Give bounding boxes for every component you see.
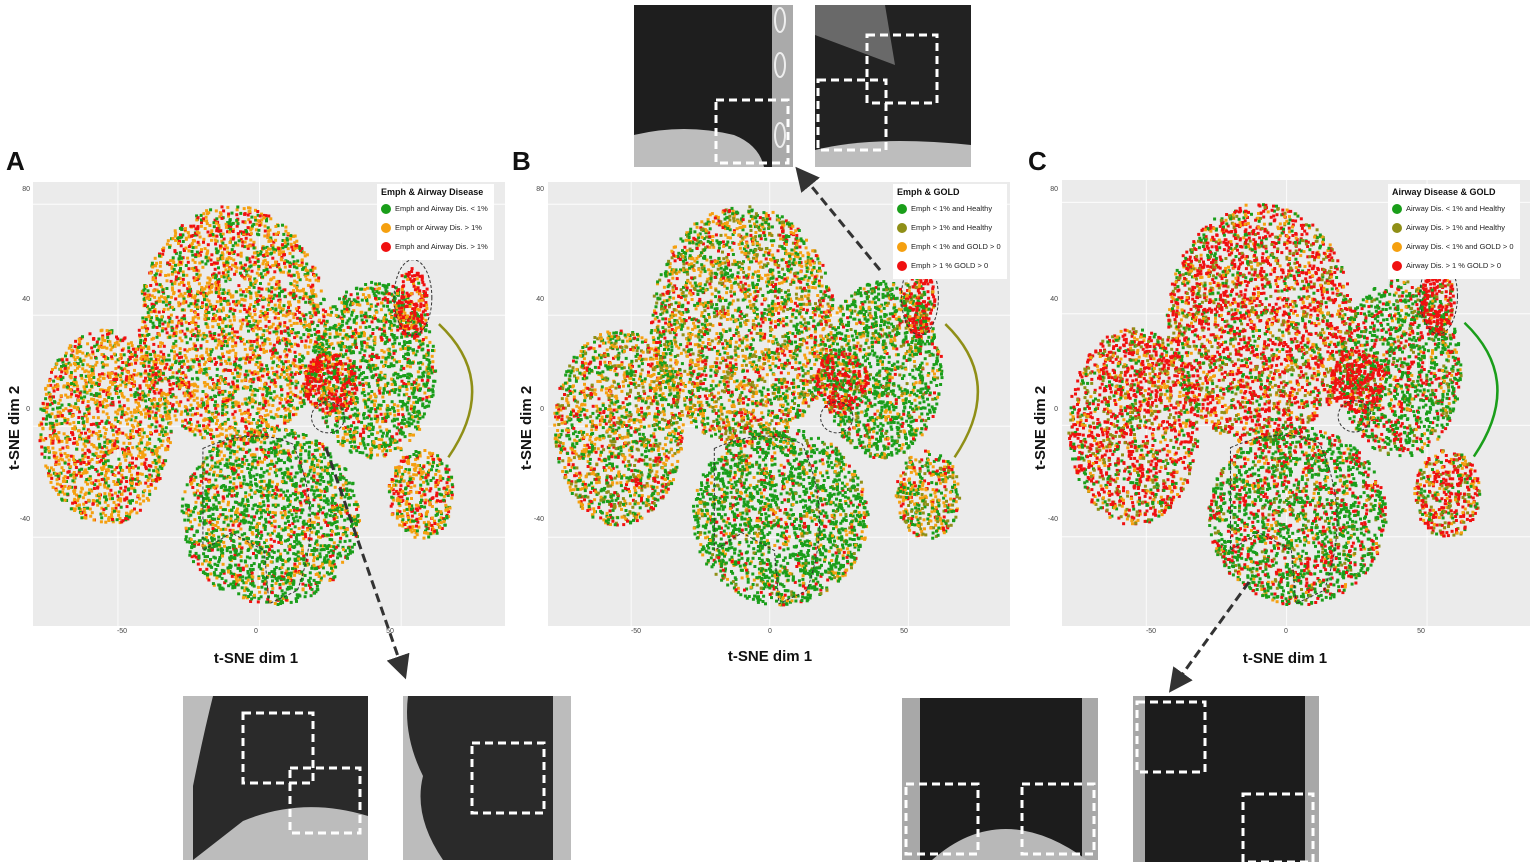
panel-a-letter: A (6, 146, 25, 177)
panel-a-legend: Emph & Airway Disease Emph and Airway Di… (377, 184, 494, 260)
legend-dot-icon (381, 241, 391, 252)
legend-label: Emph < 1% and GOLD > 0 (911, 242, 1001, 251)
panel-c-xtick: 50 (1406, 628, 1436, 635)
legend-item: Emph or Airway Dis. > 1% (381, 218, 488, 237)
panel-b-xtick: 0 (755, 628, 785, 635)
panel-b-legend: Emph & GOLD Emph < 1% and Healthy Emph >… (893, 184, 1007, 279)
ct-image-top-right (815, 5, 971, 167)
panel-c-ytick: 80 (1034, 186, 1058, 193)
legend-label: Airway Dis. > 1% and Healthy (1406, 223, 1505, 232)
legend-dot-icon (381, 222, 391, 233)
legend-label: Emph > 1% and Healthy (911, 223, 992, 232)
legend-dot-icon (1392, 260, 1402, 271)
panel-b-letter: B (512, 146, 531, 177)
legend-title: Airway Disease & GOLD (1392, 187, 1514, 197)
legend-item: Emph > 1% and Healthy (897, 218, 1001, 237)
panel-c-letter: C (1028, 146, 1047, 177)
panel-c-xlabel: t-SNE dim 1 (1185, 650, 1385, 667)
panel-c-ytick: 0 (1034, 406, 1058, 413)
panel-a-xtick: 0 (241, 628, 271, 635)
panel-c-ylabel: t-SNE dim 2 (1032, 386, 1049, 470)
panel-b-xlabel: t-SNE dim 1 (670, 648, 870, 665)
panel-a-xlabel: t-SNE dim 1 (156, 650, 356, 667)
panel-c-scatter (1062, 180, 1530, 626)
panel-b-xtick: -50 (621, 628, 651, 635)
legend-item: Emph and Airway Dis. > 1% (381, 237, 488, 256)
panel-b-scatter (548, 182, 1010, 626)
legend-item: Emph < 1% and GOLD > 0 (897, 237, 1001, 256)
legend-label: Emph and Airway Dis. > 1% (395, 242, 488, 251)
legend-dot-icon (897, 241, 907, 252)
legend-title: Emph & Airway Disease (381, 187, 488, 197)
legend-dot-icon (1392, 241, 1402, 252)
panel-b-ytick: 80 (520, 186, 544, 193)
panel-a-xtick: 50 (375, 628, 405, 635)
panel-c-xtick: 0 (1271, 628, 1301, 635)
panel-c-legend: Airway Disease & GOLD Airway Dis. < 1% a… (1388, 184, 1520, 279)
legend-dot-icon (1392, 222, 1402, 233)
legend-label: Emph and Airway Dis. < 1% (395, 204, 488, 213)
panel-a-ytick: -40 (6, 516, 30, 523)
panel-b-ytick: -40 (520, 516, 544, 523)
panel-a-ylabel: t-SNE dim 2 (6, 386, 23, 470)
panel-a-ytick: 40 (6, 296, 30, 303)
legend-dot-icon (381, 203, 391, 214)
legend-item: Emph < 1% and Healthy (897, 199, 1001, 218)
panel-b-ylabel: t-SNE dim 2 (518, 386, 535, 470)
legend-item: Airway Dis. > 1 % GOLD > 0 (1392, 256, 1514, 275)
ct-image-top-left (634, 5, 793, 167)
panel-a-xtick: -50 (107, 628, 137, 635)
legend-item: Airway Dis. > 1% and Healthy (1392, 218, 1514, 237)
panel-b-xtick: 50 (889, 628, 919, 635)
legend-label: Emph or Airway Dis. > 1% (395, 223, 482, 232)
panel-c-ytick: -40 (1034, 516, 1058, 523)
ct-image-bottom-c-left (902, 698, 1098, 860)
legend-label: Airway Dis. < 1% and GOLD > 0 (1406, 242, 1514, 251)
panel-c-xtick: -50 (1136, 628, 1166, 635)
panel-c-ytick: 40 (1034, 296, 1058, 303)
panel-b-ytick: 0 (520, 406, 544, 413)
legend-dot-icon (897, 222, 907, 233)
legend-item: Airway Dis. < 1% and Healthy (1392, 199, 1514, 218)
panel-c-plot (1062, 180, 1530, 626)
legend-label: Airway Dis. > 1 % GOLD > 0 (1406, 261, 1501, 270)
legend-dot-icon (1392, 203, 1402, 214)
legend-item: Emph and Airway Dis. < 1% (381, 199, 488, 218)
ct-image-bottom-a-left (183, 696, 368, 860)
legend-label: Emph < 1% and Healthy (911, 204, 992, 213)
legend-dot-icon (897, 260, 907, 271)
legend-title: Emph & GOLD (897, 187, 1001, 197)
panel-a-ytick: 80 (6, 186, 30, 193)
panel-b-ytick: 40 (520, 296, 544, 303)
legend-item: Emph > 1 % GOLD > 0 (897, 256, 1001, 275)
legend-label: Emph > 1 % GOLD > 0 (911, 261, 988, 270)
legend-label: Airway Dis. < 1% and Healthy (1406, 204, 1505, 213)
ct-image-bottom-c-right (1133, 696, 1319, 862)
ct-image-bottom-a-right (403, 696, 571, 860)
legend-item: Airway Dis. < 1% and GOLD > 0 (1392, 237, 1514, 256)
legend-dot-icon (897, 203, 907, 214)
panel-a-ytick: 0 (6, 406, 30, 413)
